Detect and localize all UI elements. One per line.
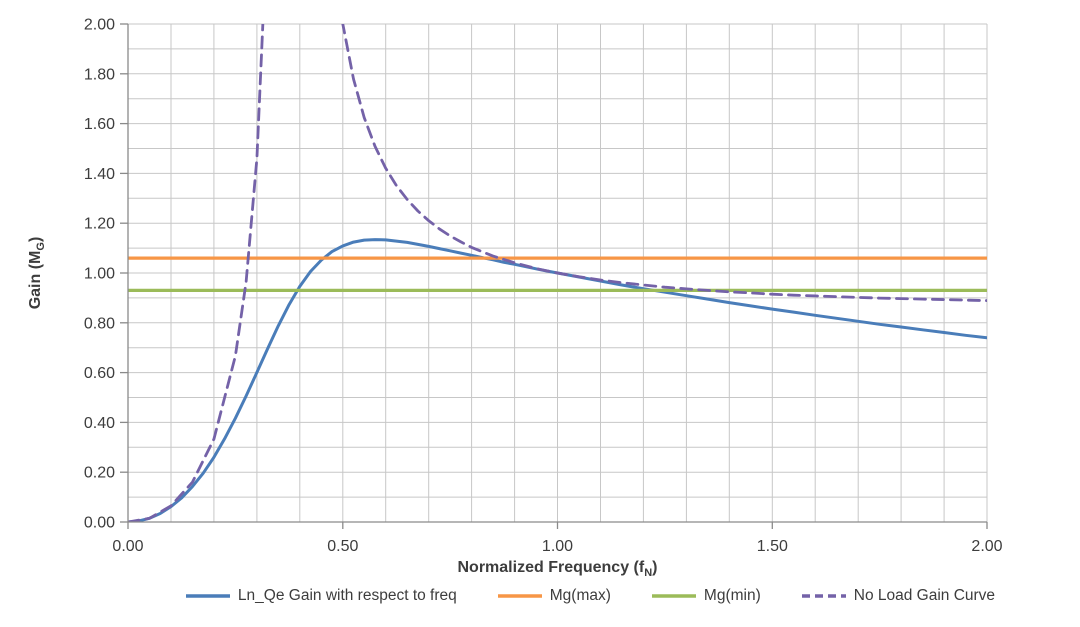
legend-swatch-line-icon (651, 594, 696, 598)
legend-item-mg-min: Mg(min) (651, 587, 761, 605)
series-line-3 (128, 24, 987, 522)
legend-label: No Load Gain Curve (853, 587, 996, 604)
y-tick-label: 2.00 (84, 17, 115, 34)
series-line-0 (128, 238, 987, 522)
y-tick-label: 1.20 (84, 216, 115, 233)
x-tick-label: 0.50 (327, 538, 358, 555)
chart-legend: Ln_Qe Gain with respect to freq Mg(max) … (100, 587, 1080, 605)
x-axis-title-subscript: N (644, 567, 653, 580)
legend-label: Ln_Qe Gain with respect to freq (237, 587, 457, 604)
y-tick-label: 1.00 (84, 266, 115, 283)
x-tick-label: 1.00 (542, 538, 573, 555)
y-axis-title-subscript: G (35, 242, 48, 251)
legend-item-no-load-gain: No Load Gain Curve (801, 587, 995, 605)
y-tick-label: 1.60 (84, 116, 115, 133)
legend-item-mg-max: Mg(max) (497, 587, 611, 605)
y-tick-label: 0.60 (84, 365, 115, 382)
x-tick-label: 1.50 (757, 538, 788, 555)
x-axis-title: Normalized Frequency (fN) (128, 559, 987, 579)
legend-label: Mg(min) (703, 587, 761, 604)
y-tick-label: 1.40 (84, 166, 115, 183)
legend-item-ln-qe-gain: Ln_Qe Gain with respect to freq (185, 587, 457, 605)
legend-label: Mg(max) (549, 587, 611, 604)
y-tick-label: 0.80 (84, 315, 115, 332)
legend-swatch-line-icon (497, 594, 542, 598)
legend-swatch-line-icon (185, 594, 230, 598)
x-axis-title-suffix: ) (652, 559, 658, 576)
x-tick-label: 2.00 (971, 538, 1002, 555)
y-tick-label: 0.20 (84, 465, 115, 482)
legend-swatch-line-icon (801, 594, 846, 598)
y-axis-title-text: Gain (MG) (26, 236, 48, 310)
y-tick-label: 0.40 (84, 415, 115, 432)
y-tick-label: 1.80 (84, 66, 115, 83)
x-tick-label: 0.00 (112, 538, 143, 555)
y-tick-label: 0.00 (84, 515, 115, 532)
x-axis-title-text: Normalized Frequency (f (457, 559, 645, 576)
